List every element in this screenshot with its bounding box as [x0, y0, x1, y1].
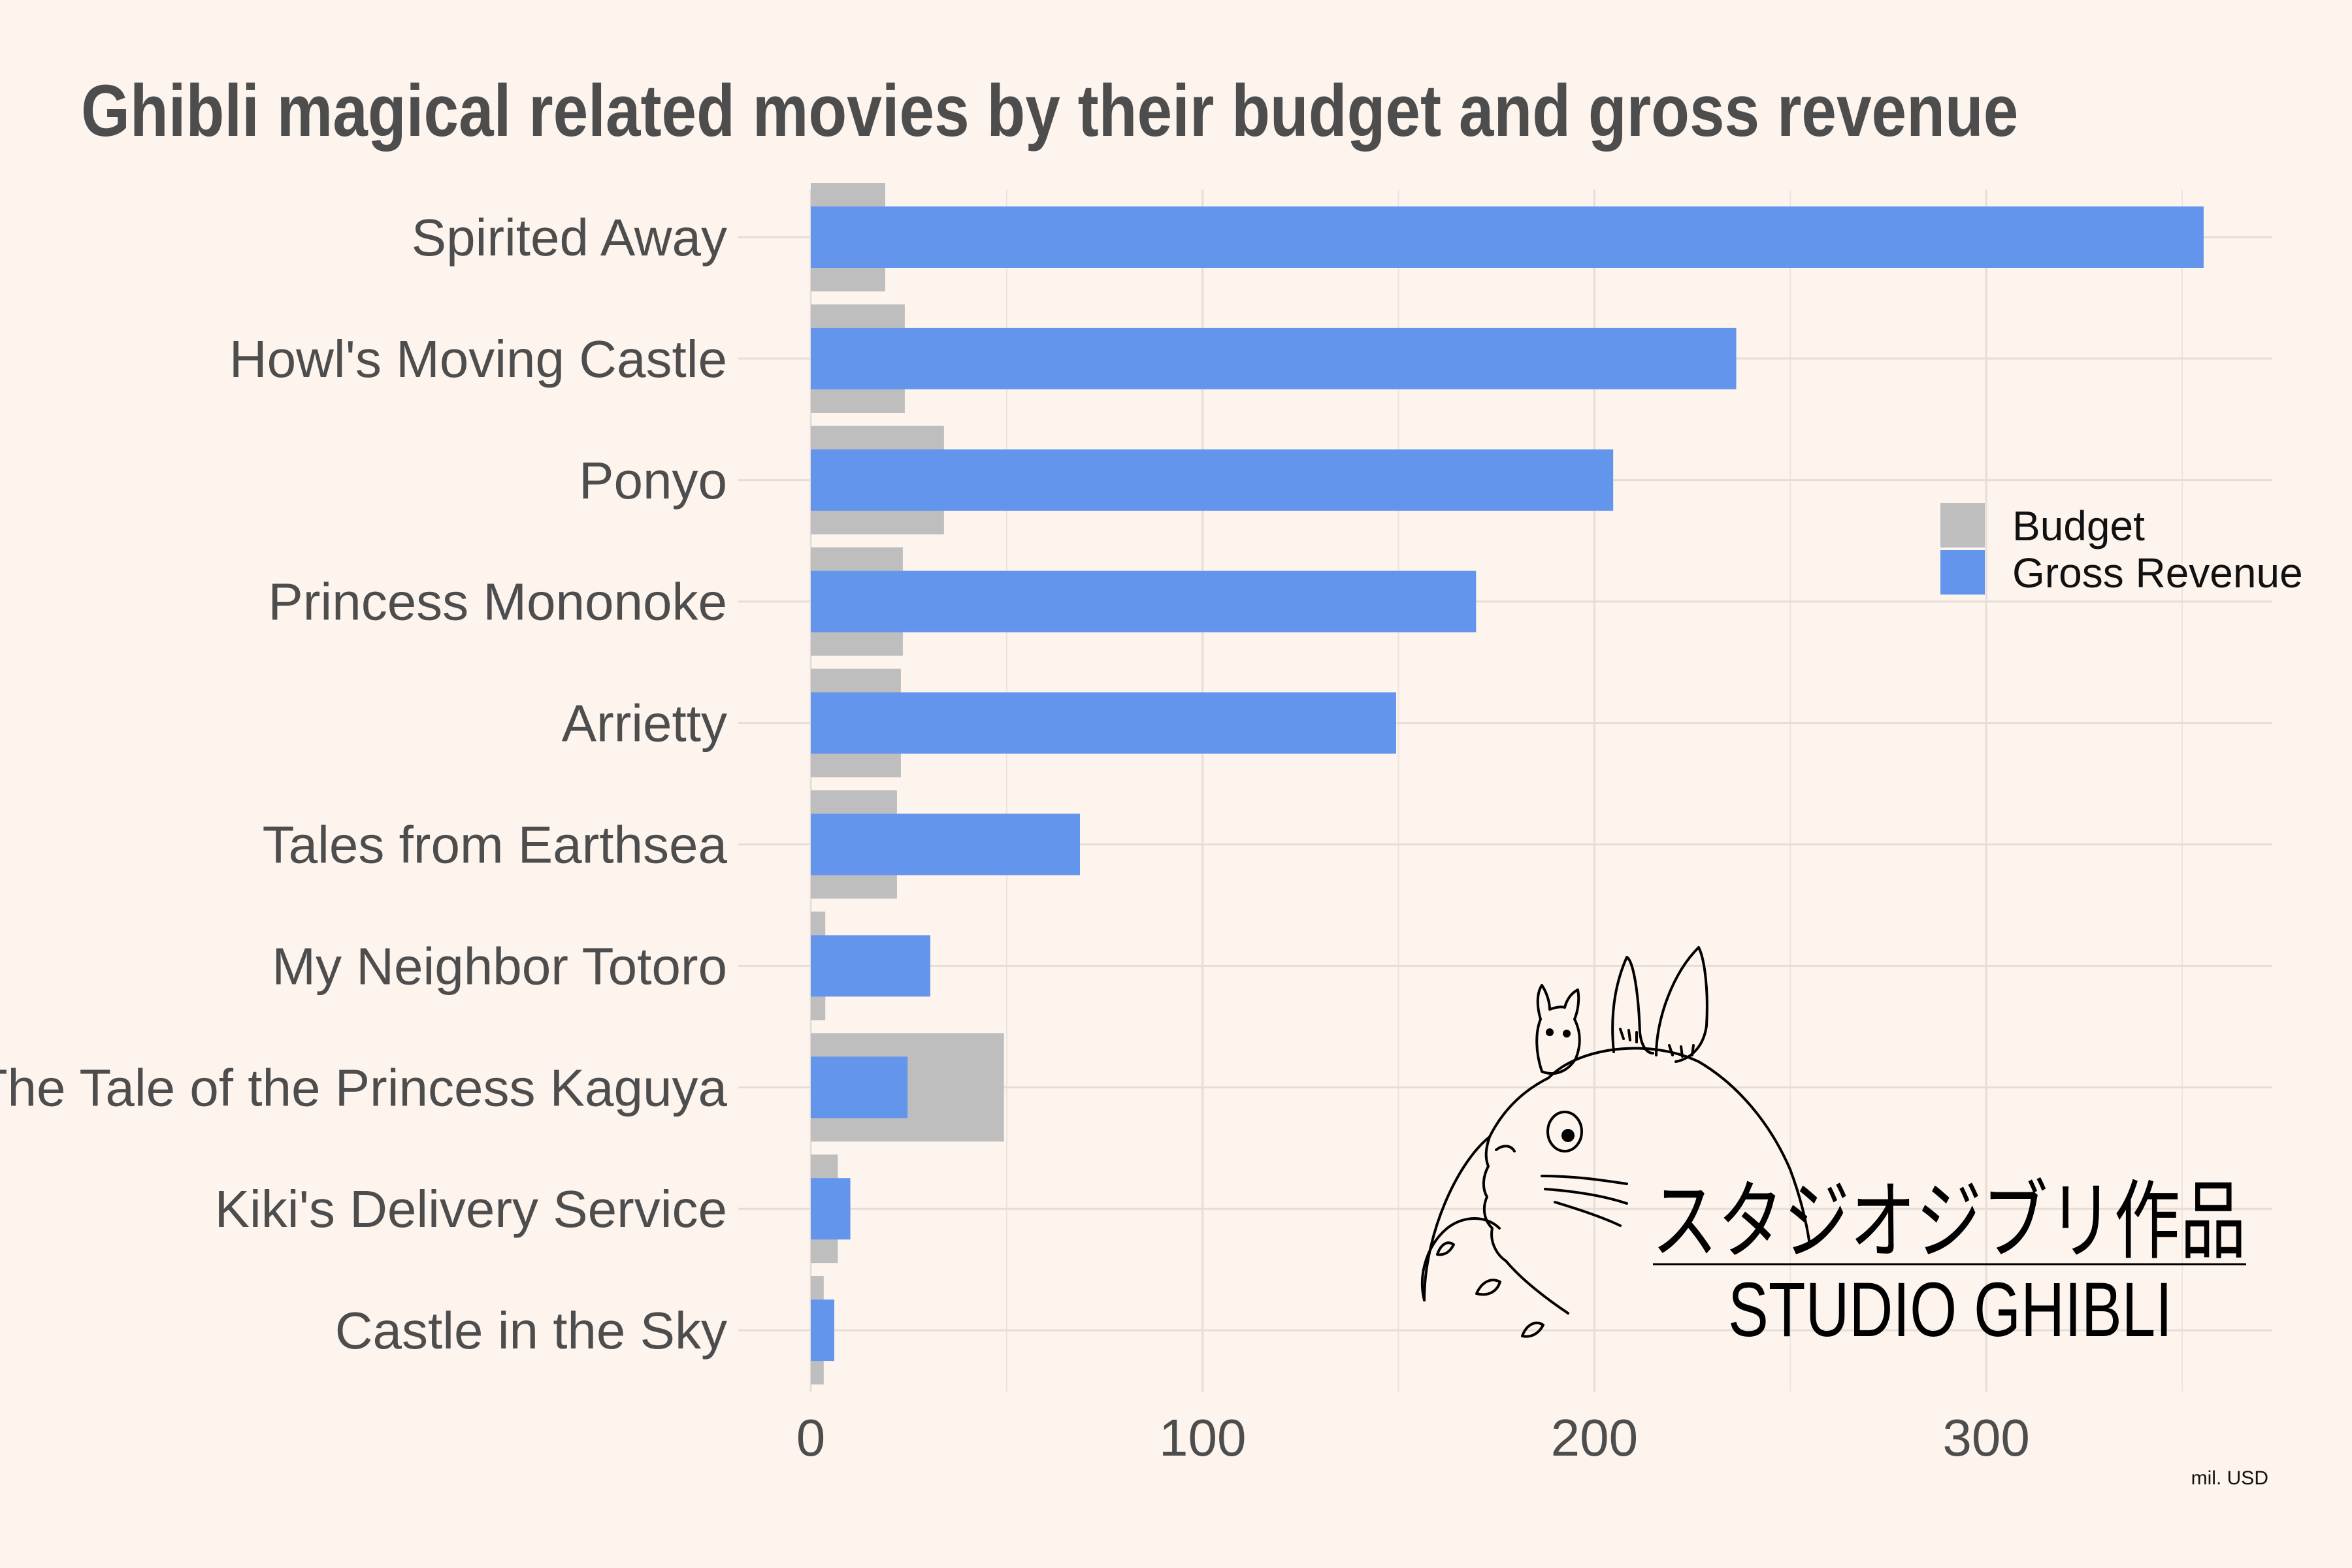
y-tick-label-arrietty: Arrietty — [562, 694, 727, 753]
x-tick-label-300: 300 — [1942, 1409, 2029, 1467]
x-axis-labels: 0 100 200 300 — [796, 1409, 2030, 1467]
y-tick-label-princess-mononoke: Princess Mononoke — [268, 573, 727, 631]
x-tick-label-200: 200 — [1551, 1409, 1638, 1467]
revenue-bar-tales-from-earthsea — [811, 813, 1080, 875]
revenue-bar-kiki-s-delivery-service — [811, 1178, 851, 1240]
revenue-bars — [811, 206, 2204, 1362]
x-tick-label-0: 0 — [796, 1409, 826, 1467]
revenue-bar-my-neighbor-totoro — [811, 935, 930, 997]
revenue-bar-howl-s-moving-castle — [811, 327, 1737, 389]
y-tick-label-ponyo: Ponyo — [579, 451, 727, 510]
totoro-icon — [1421, 946, 1811, 1338]
logo-kana-text: スタジオジブリ作品 — [1652, 1171, 2246, 1272]
chart-title: Ghibli magical related movies by their b… — [81, 70, 2019, 152]
y-axis-labels: Spirited Away Howl's Moving Castle Ponyo Pr… — [0, 208, 728, 1360]
x-axis-unit-label: mil. USD — [2191, 1467, 2268, 1489]
legend-label-budget: Budget — [2012, 502, 2145, 549]
studio-ghibli-logo: スタジオジブリ作品 STUDIO GHIBLI — [1421, 946, 2246, 1353]
y-tick-label-tales-from-earthsea: Tales from Earthsea — [263, 816, 728, 874]
logo-latin-text: STUDIO GHIBLI — [1728, 1267, 2172, 1353]
y-tick-label-spirited-away: Spirited Away — [412, 208, 727, 267]
revenue-bar-spirited-away — [811, 206, 2204, 268]
y-tick-label-my-neighbor-totoro: My Neighbor Totoro — [272, 937, 727, 995]
revenue-bar-arrietty — [811, 692, 1396, 754]
revenue-bar-castle-in-the-sky — [811, 1299, 834, 1362]
revenue-bar-the-tale-of-the-princess-kaguya — [811, 1056, 908, 1119]
legend-swatch-budget — [1940, 503, 1985, 547]
revenue-bar-princess-mononoke — [811, 570, 1477, 632]
legend-swatch-gross-revenue — [1940, 550, 1985, 595]
y-tick-label-kiki-s-delivery-service: Kiki's Delivery Service — [215, 1180, 727, 1238]
legend: Budget Gross Revenue — [1940, 502, 2303, 596]
y-tick-label-howl-s-moving-castle: Howl's Moving Castle — [229, 330, 727, 388]
y-tick-label-the-tale-of-the-princess-kaguya: The Tale of the Princess Kaguya — [0, 1058, 728, 1117]
x-tick-label-100: 100 — [1159, 1409, 1246, 1467]
legend-label-gross-revenue: Gross Revenue — [2012, 549, 2303, 596]
y-tick-label-castle-in-the-sky: Castle in the Sky — [335, 1301, 727, 1360]
revenue-bar-ponyo — [811, 449, 1614, 511]
